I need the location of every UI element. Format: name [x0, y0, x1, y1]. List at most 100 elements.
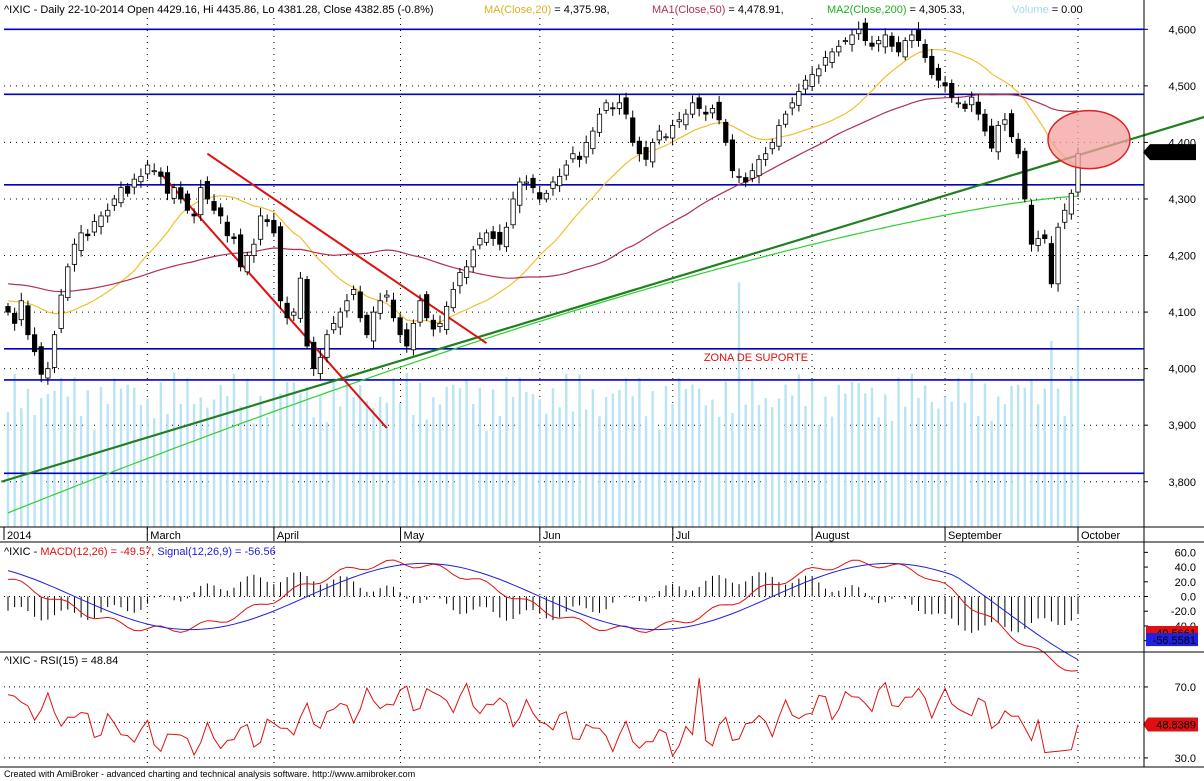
volume-bar	[671, 403, 674, 527]
volume-bar	[963, 402, 967, 527]
candle-body	[384, 294, 390, 298]
candle-body	[517, 181, 523, 206]
candle-body	[1015, 138, 1021, 155]
volume-bar	[226, 396, 229, 527]
volume-bar	[106, 404, 109, 527]
volume-bar	[777, 398, 781, 527]
price-tick-label: 4,100	[1168, 307, 1196, 319]
candle-body	[144, 164, 151, 175]
volume-bar	[292, 382, 295, 527]
candle-body	[935, 67, 942, 81]
candle-body	[869, 42, 875, 47]
volume-bar	[478, 387, 482, 527]
candle-body	[743, 177, 749, 183]
volume-bar	[771, 407, 774, 527]
volume-bar	[651, 391, 654, 527]
candle-body	[424, 294, 430, 319]
candle-body	[304, 278, 310, 347]
volume-bar	[731, 413, 734, 527]
candle-body	[184, 193, 191, 211]
candle-body	[676, 119, 682, 123]
candle-body	[663, 136, 669, 139]
candle-body	[583, 142, 589, 158]
candle-body	[490, 231, 496, 239]
candle-body	[118, 187, 124, 204]
candle-body	[836, 45, 842, 53]
volume-bar	[206, 407, 209, 527]
candle-body	[696, 97, 702, 109]
candle-body	[125, 186, 131, 194]
candle-body	[703, 111, 709, 115]
volume-header: Volume = 0.00	[1012, 4, 1083, 16]
candle-body	[862, 22, 868, 42]
candle-body	[350, 289, 357, 295]
candle-body	[211, 201, 217, 211]
candle-body	[377, 300, 383, 314]
candle-body	[331, 322, 337, 331]
volume-bar	[545, 413, 548, 527]
volume-bar	[538, 399, 541, 527]
volume-bar	[571, 411, 575, 527]
candle-body	[596, 113, 603, 133]
macd-header: ^IXIC - MACD(12,26) = -49.57, Signal(12,2…	[4, 546, 276, 558]
volume-bar	[13, 374, 16, 527]
candle-body	[1048, 243, 1055, 285]
candle-body	[483, 232, 490, 243]
volume-bar	[565, 373, 568, 527]
signal-value-label: -56.5581	[1153, 635, 1196, 647]
trend-lines	[1, 115, 1204, 483]
candle-body	[151, 170, 157, 173]
volume-bar	[850, 381, 854, 527]
candle-body	[729, 139, 736, 172]
candle-body	[51, 334, 58, 368]
volume-bar	[724, 381, 727, 527]
volume-bar	[405, 372, 408, 527]
candle-body	[497, 231, 503, 245]
candle-body	[942, 82, 948, 87]
price-tick-label: 4,600	[1168, 24, 1196, 36]
candle-body	[1022, 150, 1028, 200]
volume-bar	[977, 415, 980, 527]
volume-bar	[1016, 384, 1020, 527]
candle-body	[523, 181, 529, 184]
volume-bar	[1010, 385, 1013, 527]
green-uptrend-line	[1, 115, 1204, 483]
volume-bar	[352, 397, 355, 527]
volume-bar	[365, 400, 369, 527]
volume-bar	[6, 412, 10, 527]
macd-tick-label: 0.0	[1181, 592, 1196, 604]
candle-body	[809, 74, 815, 87]
candle-body	[769, 142, 775, 150]
volume-bar	[385, 402, 389, 527]
footer-credit: Created with AmiBroker - advanced charti…	[4, 769, 415, 779]
candle-body	[656, 130, 662, 141]
candle-body	[470, 249, 476, 268]
candle-body	[876, 40, 882, 45]
volume-bar	[279, 393, 282, 527]
volume-bar	[139, 404, 143, 527]
volume-bar	[598, 416, 601, 527]
candle-body	[164, 172, 171, 194]
candle-body	[85, 233, 91, 237]
volume-bar	[558, 407, 561, 527]
rsi-value-tag	[1143, 717, 1198, 732]
volume-bar	[910, 373, 914, 527]
candle-body	[550, 181, 556, 189]
volume-bar	[897, 377, 900, 527]
candle-body	[457, 272, 463, 287]
candle-body	[224, 221, 230, 237]
red-channel-lower-line	[160, 172, 388, 429]
volume-bar	[717, 416, 721, 527]
volume-bar	[678, 377, 681, 527]
candle-body	[975, 101, 981, 115]
candle-body	[58, 294, 64, 329]
candle-body	[882, 34, 888, 48]
candle-body	[763, 153, 769, 160]
candle-body	[317, 356, 323, 375]
candle-body	[842, 40, 848, 43]
volume-bar	[930, 401, 933, 527]
volume-bar	[784, 384, 787, 527]
candle-body	[856, 28, 862, 35]
candle-body	[45, 368, 51, 379]
price-header-text: ^IXIC - Daily 22-10-2014 Open 4429.16, H…	[4, 4, 434, 16]
